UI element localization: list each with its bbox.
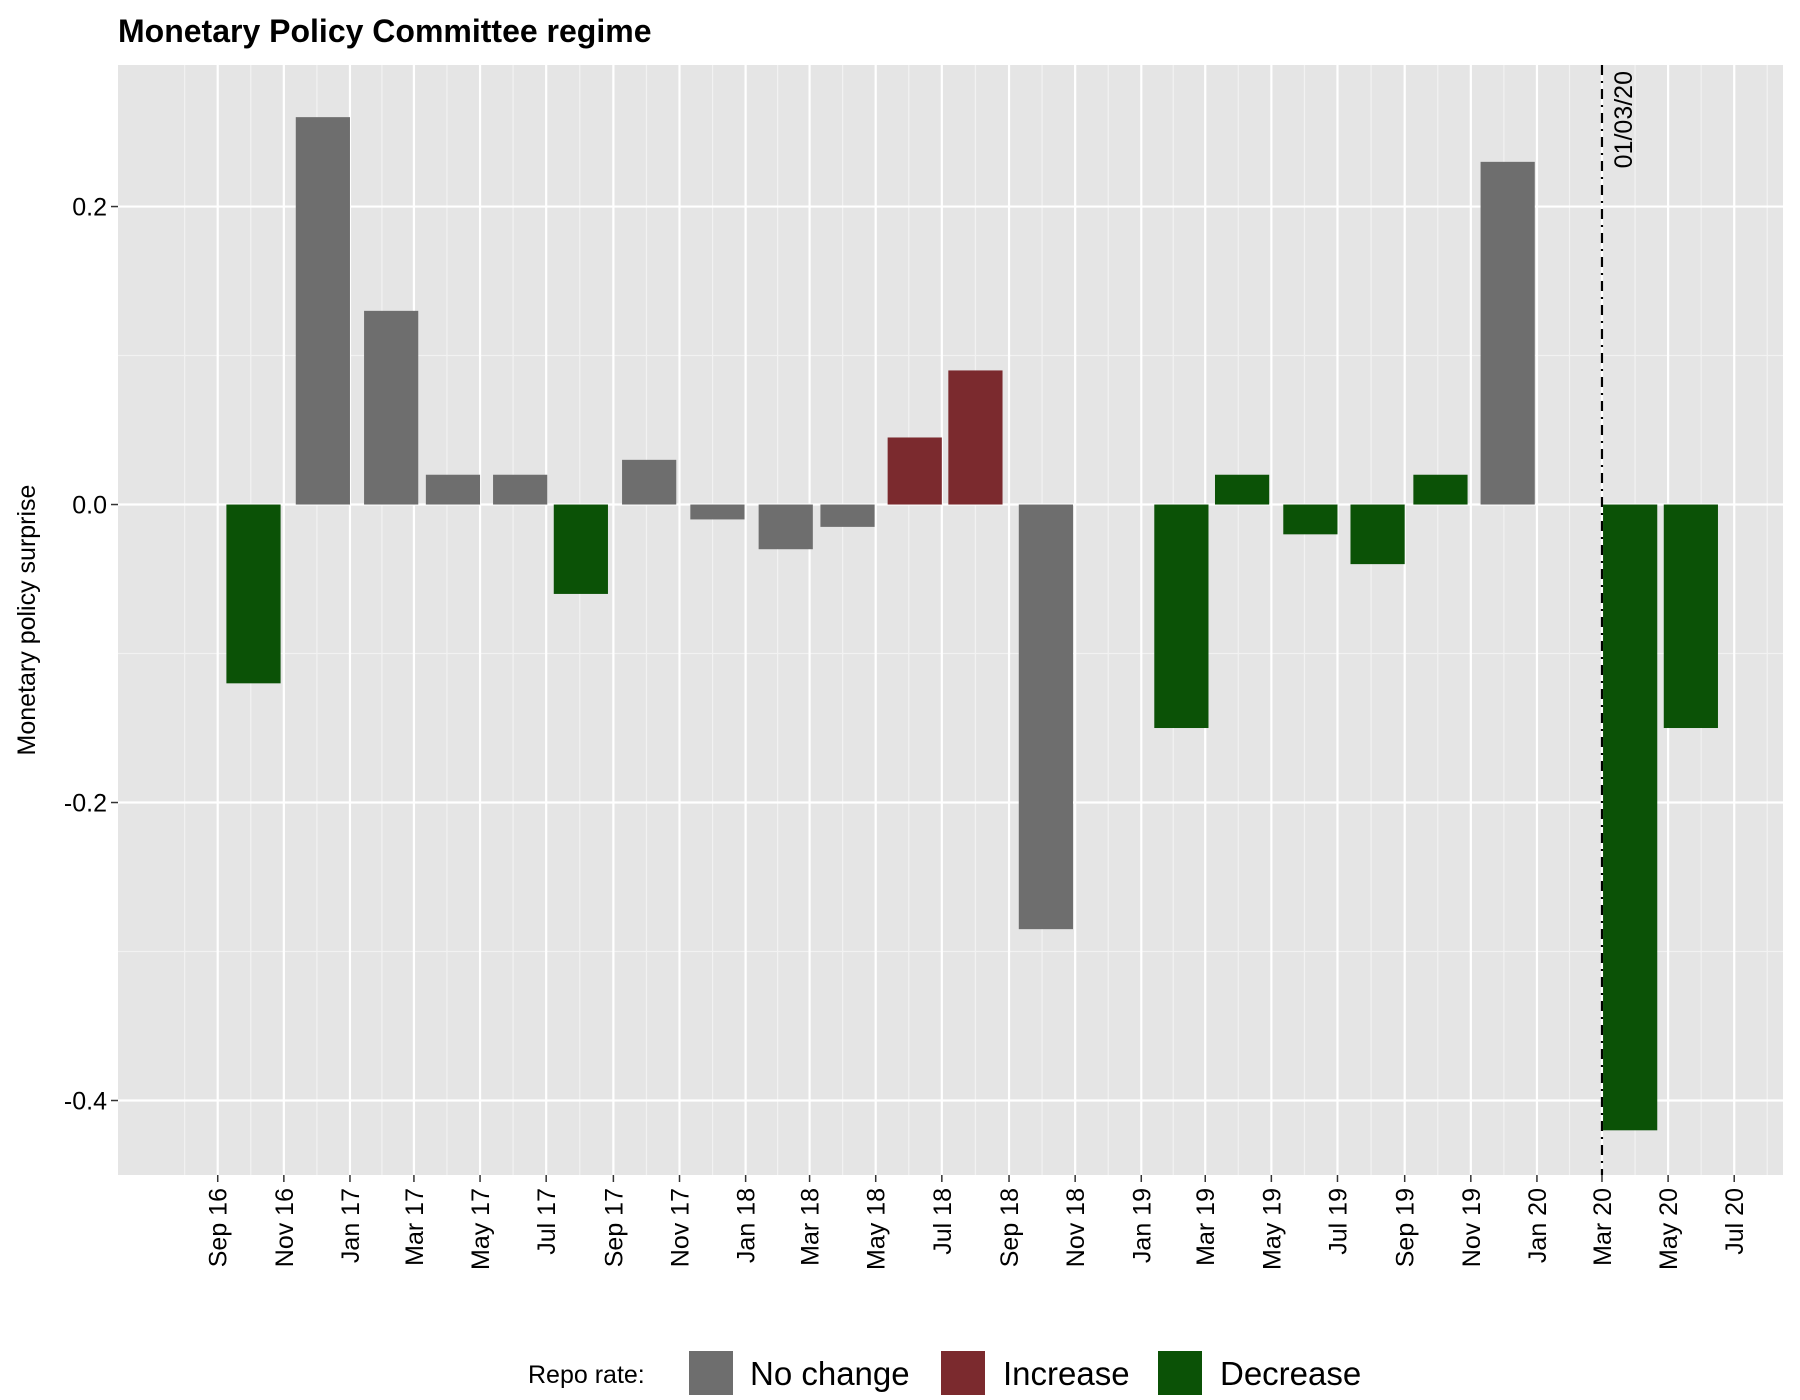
legend-swatch-decrease <box>1158 1351 1202 1395</box>
chart-title: Monetary Policy Committee regime <box>118 13 651 49</box>
x-axis: Sep 16 Nov 16 Jan 17 Mar 17 May 17 Jul 17 Sep … <box>205 1175 1749 1270</box>
bar-decrease <box>1413 474 1468 505</box>
bar-nochange <box>425 474 481 505</box>
legend-label-nochange: No change <box>750 1355 910 1392</box>
x-tick-label: May 19 <box>1258 1188 1286 1270</box>
y-axis: 0.2 0.0 -0.2 -0.4 <box>64 194 118 1116</box>
bar-nochange <box>820 504 875 527</box>
bar-decrease <box>1663 504 1718 729</box>
x-tick-label: Jul 19 <box>1324 1188 1352 1255</box>
bar-decrease <box>1214 474 1270 505</box>
x-tick-label: May 18 <box>863 1188 891 1270</box>
x-tick-label: Sep 18 <box>996 1188 1024 1267</box>
legend: Repo rate: No change Increase Decrease <box>528 1351 1361 1395</box>
x-tick-label: Sep 17 <box>600 1188 628 1267</box>
bar-nochange <box>758 504 813 550</box>
y-axis-label: Monetary policy surprise <box>13 485 41 756</box>
x-tick-label: Nov 17 <box>667 1188 695 1267</box>
bar-nochange <box>1018 504 1073 930</box>
legend-title: Repo rate: <box>528 1361 645 1389</box>
x-tick-label: Nov 18 <box>1062 1188 1090 1267</box>
bar-nochange <box>364 310 419 505</box>
legend-label-decrease: Decrease <box>1220 1355 1361 1392</box>
x-tick-label: Sep 16 <box>205 1188 233 1267</box>
x-tick-label: Jul 20 <box>1721 1188 1749 1255</box>
y-tick-label: -0.4 <box>64 1088 107 1116</box>
bar-decrease <box>1350 504 1405 565</box>
x-tick-label: Jan 20 <box>1524 1188 1552 1263</box>
x-tick-label: May 20 <box>1655 1188 1683 1270</box>
bar-nochange <box>1480 161 1535 505</box>
bar-decrease <box>1283 504 1338 535</box>
bar-increase <box>887 437 942 505</box>
bar-nochange <box>493 474 548 505</box>
x-tick-label: Jan 19 <box>1128 1188 1156 1263</box>
y-tick-label: 0.0 <box>72 492 107 520</box>
y-tick-label: 0.2 <box>72 194 107 222</box>
x-tick-label: Jul 18 <box>929 1188 957 1255</box>
bar-decrease <box>553 504 608 594</box>
bar-increase <box>948 370 1003 505</box>
x-tick-label: Mar 17 <box>401 1188 429 1266</box>
x-tick-label: Jul 17 <box>533 1188 561 1255</box>
bar-nochange <box>622 459 677 505</box>
legend-swatch-increase <box>941 1351 985 1395</box>
x-tick-label: May 17 <box>467 1188 495 1270</box>
x-tick-label: Mar 19 <box>1192 1188 1220 1266</box>
bars-group <box>226 117 1718 1131</box>
x-tick-label: Jan 17 <box>337 1188 365 1263</box>
y-tick-label: -0.2 <box>64 790 107 818</box>
x-tick-label: Jan 18 <box>733 1188 761 1263</box>
bar-decrease <box>226 504 281 684</box>
annotation-label: 01/03/20 <box>1610 71 1638 168</box>
x-tick-label: Mar 20 <box>1589 1188 1617 1266</box>
bar-decrease <box>1603 504 1658 1131</box>
bar-nochange <box>295 117 350 505</box>
x-tick-label: Nov 19 <box>1458 1188 1486 1267</box>
bar-decrease <box>1154 504 1209 729</box>
legend-label-increase: Increase <box>1003 1355 1130 1392</box>
x-tick-label: Mar 18 <box>797 1188 825 1266</box>
x-tick-label: Nov 16 <box>271 1188 299 1267</box>
legend-swatch-nochange <box>689 1351 733 1395</box>
annotations-group: 01/03/20 <box>1600 65 1638 1175</box>
bar-nochange <box>690 504 745 520</box>
x-tick-label: Sep 19 <box>1392 1188 1420 1267</box>
